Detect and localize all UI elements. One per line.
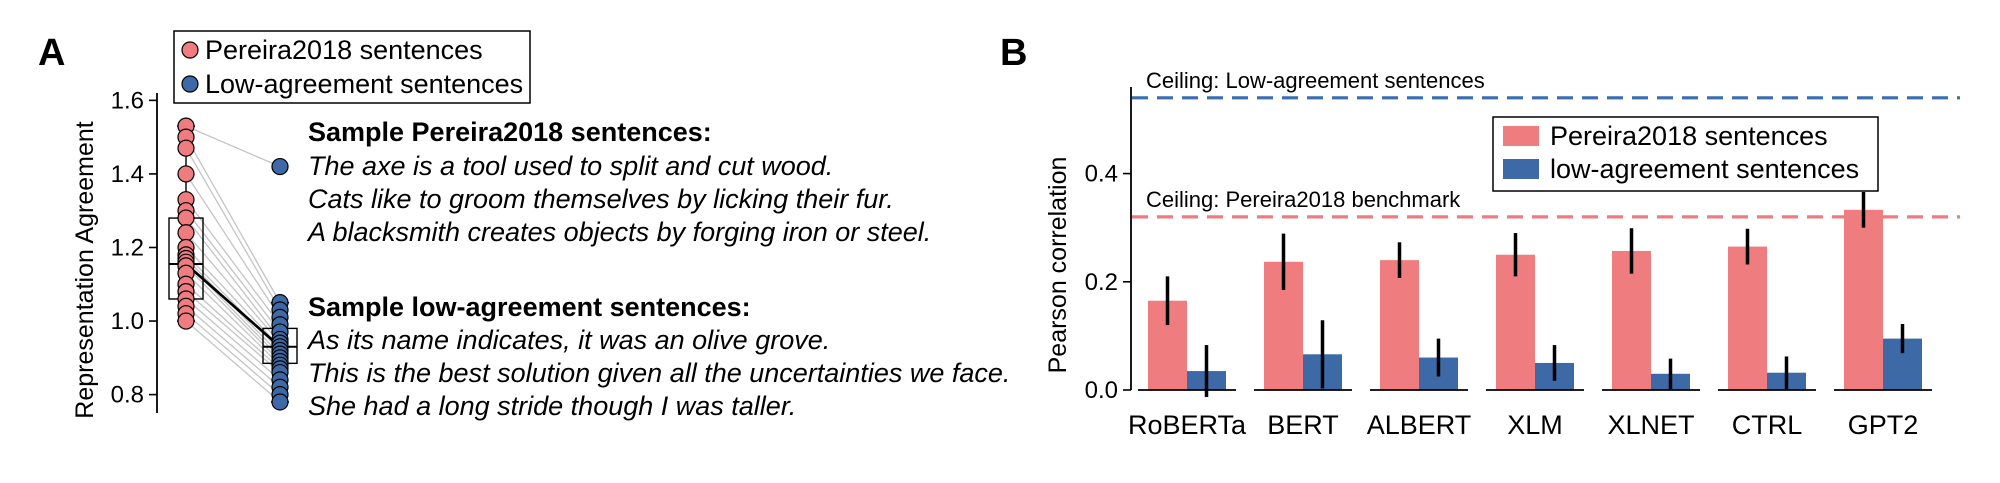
bar-pereira <box>1844 209 1883 390</box>
y-tick-label: 1.4 <box>111 161 144 188</box>
connector-line <box>185 313 281 396</box>
panel-a-label: A <box>38 32 65 74</box>
connector-line <box>185 305 281 388</box>
x-tick-label: BERT <box>1267 410 1339 440</box>
data-point-low-agreement <box>271 393 289 411</box>
sample-pereira-line: The axe is a tool used to split and cut … <box>308 151 833 181</box>
connector-line <box>185 254 281 351</box>
panel-a-y-axis: 0.8 1.0 1.2 1.4 1.6 <box>111 87 158 413</box>
legend-box <box>173 30 531 104</box>
data-point-pereira <box>177 224 195 242</box>
connector-line <box>185 291 281 374</box>
connector-line <box>185 199 281 326</box>
y-tick-label: 0.2 <box>1085 269 1118 296</box>
connector-line <box>185 272 281 366</box>
connector-line <box>185 298 281 381</box>
y-tick-label: 0.0 <box>1085 377 1118 404</box>
legend-label-pereira: Pereira2018 sentences <box>205 35 483 65</box>
y-tick-label: 1.6 <box>111 87 144 114</box>
panel-a-y-axis-title: Representation Agreement <box>71 121 99 418</box>
panel-a-chart: 0.8 1.0 1.2 1.4 1.6 Representation Agreement… <box>71 30 1010 421</box>
ceiling-lines: Ceiling: Low-agreement sentences Ceiling:… <box>1132 68 1960 219</box>
y-tick-label: 0.4 <box>1085 161 1118 188</box>
sample-low-agreement-line: This is the best solution given all the … <box>308 358 1010 388</box>
bar-pereira <box>1380 260 1419 390</box>
y-tick-label: 0.8 <box>111 382 144 409</box>
connector-line <box>185 125 281 168</box>
data-point-pereira <box>177 209 195 227</box>
sample-pereira-line: Cats like to groom themselves by licking… <box>308 184 894 214</box>
x-tick-label: XLNET <box>1607 410 1694 440</box>
legend-label-pereira: Pereira2018 sentences <box>1550 121 1828 151</box>
ceiling-label-low-agreement: Ceiling: Low-agreement sentences <box>1146 68 1485 93</box>
y-tick-label: 1.0 <box>111 308 144 335</box>
connector-line <box>185 210 281 333</box>
x-tick-label: CTRL <box>1732 410 1803 440</box>
bar-pereira <box>1612 250 1651 390</box>
panel-b-legend: Pereira2018 sentences low-agreement sent… <box>1492 116 1879 192</box>
y-tick-label: 1.2 <box>111 234 144 261</box>
panel-b-chart: Ceiling: Low-agreement sentences Ceiling:… <box>1044 68 1960 440</box>
connector-line <box>185 136 281 303</box>
panel-a-points <box>177 117 289 411</box>
median-connector <box>185 263 281 348</box>
legend-label-low-agreement: Low-agreement sentences <box>205 69 523 99</box>
sample-low-agreement-line: She had a long stride though I was talle… <box>308 391 796 421</box>
sample-pereira-sentences: Sample Pereira2018 sentences: The axe is… <box>306 117 931 247</box>
x-tick-label: GPT2 <box>1848 410 1919 440</box>
data-point-pereira <box>177 165 195 183</box>
sample-pereira-heading: Sample Pereira2018 sentences: <box>308 117 712 147</box>
panel-b-axes: 0.0 0.2 0.4 RoBERTa BERT ALBERT XLM XLNET CTRL GP… <box>1085 87 1932 440</box>
connector-line <box>185 232 281 344</box>
connector-line <box>185 320 281 403</box>
bar-pereira <box>1496 254 1535 390</box>
panel-a-legend: Pereira2018 sentences Low-agreement sent… <box>173 30 531 104</box>
sample-low-agreement-sentences: Sample low-agreement sentences: As its n… <box>306 292 1010 421</box>
panel-b-y-axis-title: Pearson correlation <box>1044 157 1072 374</box>
x-tick-label: RoBERTa <box>1128 410 1247 440</box>
x-tick-label: XLM <box>1507 410 1563 440</box>
panel-b-label: B <box>1000 32 1027 74</box>
sample-low-agreement-heading: Sample low-agreement sentences: <box>308 292 751 322</box>
legend-swatch-low-agreement <box>1503 159 1539 179</box>
data-point-low-agreement <box>271 157 289 176</box>
data-point-pereira <box>177 139 195 157</box>
connector-line <box>185 217 281 340</box>
bar-pereira <box>1728 246 1767 390</box>
data-point-pereira <box>177 312 195 330</box>
legend-box <box>1492 116 1879 192</box>
x-tick-label: ALBERT <box>1367 410 1472 440</box>
ceiling-label-pereira: Ceiling: Pereira2018 benchmark <box>1146 187 1461 212</box>
panel-b-bars <box>1148 191 1922 398</box>
sample-pereira-line: A blacksmith creates objects by forging … <box>306 217 931 247</box>
legend-label-low-agreement: low-agreement sentences <box>1550 154 1859 184</box>
sample-low-agreement-line: As its name indicates, it was an olive g… <box>306 325 830 355</box>
legend-swatch-pereira <box>1503 126 1539 146</box>
connector-line <box>185 173 281 318</box>
connector-line <box>185 265 281 362</box>
connector-line <box>185 147 281 311</box>
legend-marker-low-agreement <box>181 75 199 93</box>
legend-marker-pereira <box>181 41 199 59</box>
